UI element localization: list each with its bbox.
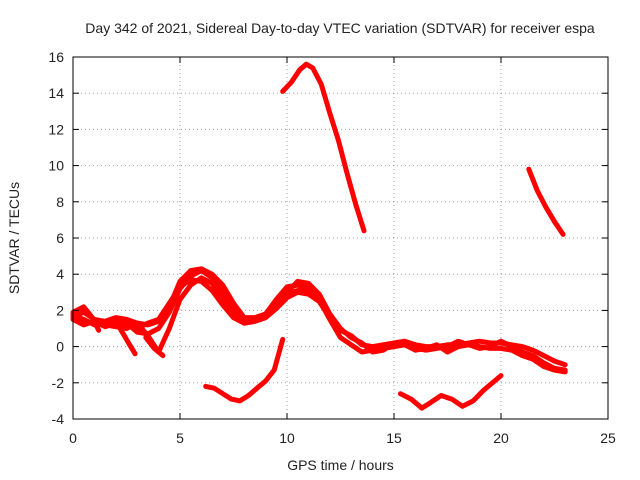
y-tick-label: 6	[56, 230, 64, 246]
x-tick-label: 5	[176, 430, 184, 446]
series-line-pass-6	[117, 326, 138, 357]
x-axis-label: GPS time / hours	[287, 457, 394, 473]
x-tick-label: 0	[69, 430, 77, 446]
x-tick-label: 10	[279, 430, 295, 446]
y-tick-label: 0	[56, 339, 64, 355]
series-line-pass-10	[397, 373, 504, 411]
y-tick-label: -4	[52, 411, 65, 427]
y-tick-label: 2	[56, 302, 64, 318]
series-group	[70, 61, 568, 411]
chart-title: Day 342 of 2021, Sidereal Day-to-day VTE…	[85, 20, 595, 36]
series-line-pass-4	[70, 277, 333, 331]
y-tick-label: 4	[56, 266, 64, 282]
x-tick-label: 15	[386, 430, 402, 446]
y-tick-label: -2	[52, 375, 65, 391]
y-tick-label: 14	[48, 85, 64, 101]
axis-ticks: 0 5 10 15 20 25 -4 -2 0 2 4 6 8 10 12 14 16	[48, 49, 616, 446]
series-line-pass-5	[70, 304, 102, 333]
y-tick-label: 16	[48, 49, 64, 65]
series-line-pass-7	[143, 335, 166, 359]
series-line-pass-8	[203, 336, 286, 404]
y-axis-label: SDTVAR / TECUs	[6, 182, 22, 294]
series-line-pass-11	[526, 166, 566, 237]
x-tick-label: 20	[493, 430, 509, 446]
y-tick-label: 8	[56, 194, 64, 210]
series-line-pass-9	[280, 61, 367, 234]
y-tick-label: 10	[48, 158, 64, 174]
y-tick-label: 12	[48, 121, 64, 137]
x-tick-label: 25	[600, 430, 616, 446]
grid	[73, 57, 608, 419]
